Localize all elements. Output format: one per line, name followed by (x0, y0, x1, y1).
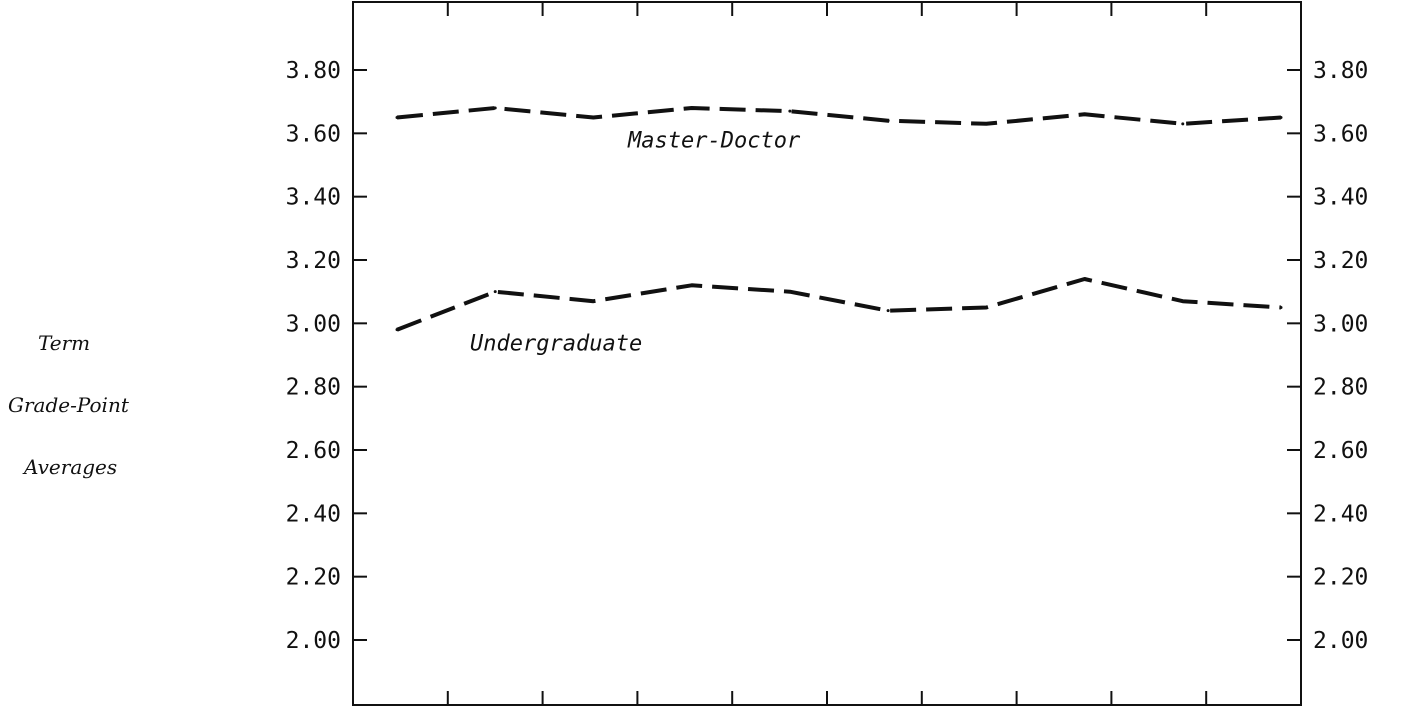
y-tick-label-left: 2.40 (286, 501, 341, 527)
y-tick-label-left: 2.20 (286, 565, 341, 591)
y-tick-label-left: 3.20 (286, 248, 341, 274)
y-tick-label-right: 3.60 (1313, 121, 1368, 147)
y-tick-label-left: 3.80 (286, 58, 341, 84)
series-label: Undergraduate (470, 331, 642, 356)
data-point-undergraduate (886, 309, 890, 313)
y-axis-label-line-2: Grade-Point (8, 393, 129, 417)
y-tick-label-right: 3.20 (1313, 248, 1368, 274)
data-point-undergraduate (1083, 277, 1087, 281)
data-point-undergraduate (493, 290, 497, 294)
data-point-master-doctor (1181, 122, 1185, 126)
y-axis-label-line-3: Averages (24, 455, 118, 479)
data-point-master-doctor (493, 106, 497, 110)
data-point-master-doctor (1279, 116, 1283, 119)
data-point-master-doctor (395, 116, 399, 119)
data-point-master-doctor (690, 106, 694, 110)
series-lines (395, 106, 1283, 332)
data-point-master-doctor (788, 109, 792, 113)
data-point-master-doctor (591, 116, 595, 119)
series-line-master-doctor (396, 106, 1282, 126)
y-tick-label-left: 2.60 (286, 438, 341, 464)
data-point-master-doctor (1083, 112, 1087, 116)
y-tick-label-right: 3.80 (1313, 58, 1368, 84)
y-tick-label-left: 2.80 (286, 375, 341, 401)
y-tick-label-left: 2.00 (286, 628, 341, 654)
y-tick-label-right: 2.20 (1313, 565, 1368, 591)
y-tick-label-right: 3.40 (1313, 185, 1368, 211)
y-ticks-left: 2.00 2.20 2.40 2.60 2.80 3.00 3.20 3.40 3.60 3.80 (286, 58, 367, 654)
series-line-undergraduate (396, 277, 1282, 332)
series-label: Master-Doctor (627, 129, 801, 154)
y-tick-label-right: 2.40 (1313, 501, 1368, 527)
data-point-undergraduate (591, 299, 595, 303)
data-point-undergraduate (984, 306, 988, 309)
data-point-undergraduate (1279, 306, 1283, 309)
y-tick-label-right: 3.00 (1313, 311, 1368, 337)
data-point-master-doctor (886, 119, 890, 123)
y-tick-label-right: 2.80 (1313, 375, 1368, 401)
data-point-master-doctor (984, 122, 988, 126)
data-point-undergraduate (690, 283, 694, 287)
y-tick-label-left: 3.60 (286, 121, 341, 147)
series-labels: Master-Doctor Undergraduate (470, 129, 801, 357)
data-point-undergraduate (1181, 299, 1185, 303)
data-point-undergraduate (788, 290, 792, 294)
y-tick-label-right: 2.00 (1313, 628, 1368, 654)
y-tick-label-left: 3.00 (286, 311, 341, 337)
x-ticks (446, 2, 1208, 705)
y-axis-label-line-1: Term (38, 331, 91, 355)
data-point-undergraduate (395, 328, 399, 332)
y-tick-label-right: 2.60 (1313, 438, 1368, 464)
y-ticks-right: 2.00 2.20 2.40 2.60 2.80 3.00 3.20 3.40 3.60 3.80 (1287, 58, 1368, 654)
y-tick-label-left: 3.40 (286, 185, 341, 211)
